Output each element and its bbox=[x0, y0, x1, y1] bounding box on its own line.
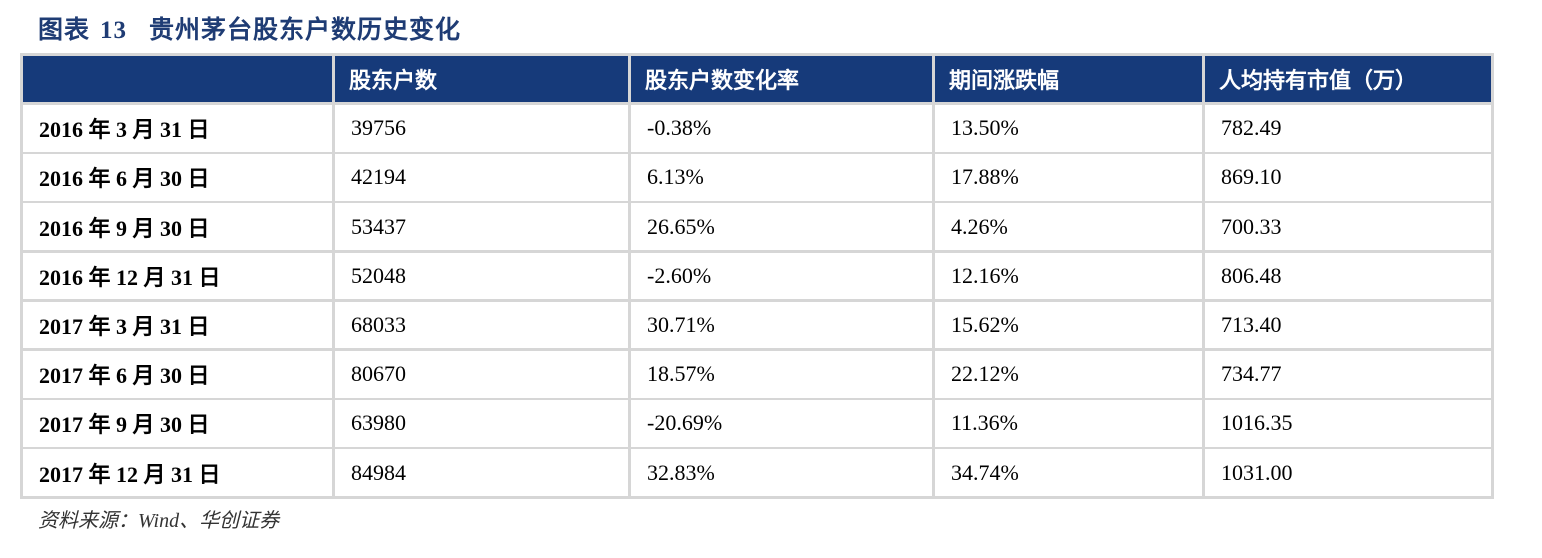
cell-period-return: 4.26% bbox=[935, 203, 1202, 250]
figure-title-text: 贵州茅台股东户数历史变化 bbox=[149, 15, 462, 44]
cell-date: 2017 年 9 月 30 日 bbox=[23, 400, 332, 447]
cell-period-return: 17.88% bbox=[935, 154, 1202, 201]
cell-holders: 39756 bbox=[335, 105, 628, 152]
cell-period-return: 15.62% bbox=[935, 301, 1202, 349]
cell-period-return: 34.74% bbox=[935, 449, 1202, 496]
cell-period-return: 13.50% bbox=[935, 105, 1202, 152]
table-row: 2016 年 12 月 31 日 52048 -2.60% 12.16% 806.48 bbox=[20, 252, 1494, 300]
table-row: 2017 年 6 月 30 日 80670 18.57% 22.12% 734.77 bbox=[20, 351, 1494, 398]
cell-holders: 84984 bbox=[335, 449, 628, 496]
cell-date: 2016 年 12 月 31 日 bbox=[23, 252, 332, 300]
cell-holders-change: 32.83% bbox=[631, 449, 932, 496]
cell-date: 2016 年 3 月 31 日 bbox=[23, 105, 332, 152]
cell-holders: 68033 bbox=[335, 301, 628, 349]
figure-title: 图表 13 贵州茅台股东户数历史变化 bbox=[38, 10, 461, 50]
header-cell-holders-change: 股东户数变化率 bbox=[631, 56, 932, 102]
cell-holders-change: -0.38% bbox=[631, 105, 932, 152]
cell-period-return: 12.16% bbox=[935, 252, 1202, 300]
cell-date: 2017 年 6 月 30 日 bbox=[23, 351, 332, 398]
cell-holders-change: -2.60% bbox=[631, 252, 932, 300]
table-row: 2016 年 9 月 30 日 53437 26.65% 4.26% 700.33 bbox=[20, 203, 1494, 250]
table-row: 2016 年 6 月 30 日 42194 6.13% 17.88% 869.10 bbox=[20, 154, 1494, 201]
cell-holders-change: 30.71% bbox=[631, 301, 932, 349]
header-cell-avg-market-value: 人均持有市值（万） bbox=[1205, 56, 1491, 102]
table-row: 2017 年 3 月 31 日 68033 30.71% 15.62% 713.40 bbox=[20, 301, 1494, 349]
cell-avg-market-value: 700.33 bbox=[1205, 203, 1491, 250]
cell-holders-change: 18.57% bbox=[631, 351, 932, 398]
cell-avg-market-value: 713.40 bbox=[1205, 301, 1491, 349]
cell-holders: 52048 bbox=[335, 252, 628, 300]
table-row: 2016 年 3 月 31 日 39756 -0.38% 13.50% 782.49 bbox=[20, 105, 1494, 152]
cell-avg-market-value: 1016.35 bbox=[1205, 400, 1491, 447]
cell-period-return: 11.36% bbox=[935, 400, 1202, 447]
source-note: 资料来源：Wind、华创证券 bbox=[38, 510, 280, 532]
shareholder-table: 股东户数 股东户数变化率 期间涨跌幅 人均持有市值（万） 2016 年 3 月 … bbox=[20, 53, 1494, 499]
cell-avg-market-value: 1031.00 bbox=[1205, 449, 1491, 496]
cell-date: 2016 年 9 月 30 日 bbox=[23, 203, 332, 250]
cell-avg-market-value: 869.10 bbox=[1205, 154, 1491, 201]
cell-holders: 42194 bbox=[335, 154, 628, 201]
table-row: 2017 年 12 月 31 日 84984 32.83% 34.74% 1031.00 bbox=[20, 449, 1494, 496]
cell-holders-change: -20.69% bbox=[631, 400, 932, 447]
header-cell-period-return: 期间涨跌幅 bbox=[935, 56, 1202, 102]
header-cell-date bbox=[23, 56, 332, 102]
cell-holders-change: 6.13% bbox=[631, 154, 932, 201]
cell-avg-market-value: 782.49 bbox=[1205, 105, 1491, 152]
cell-avg-market-value: 806.48 bbox=[1205, 252, 1491, 300]
cell-date: 2017 年 12 月 31 日 bbox=[23, 449, 332, 496]
cell-date: 2016 年 6 月 30 日 bbox=[23, 154, 332, 201]
table-header-row: 股东户数 股东户数变化率 期间涨跌幅 人均持有市值（万） bbox=[20, 56, 1494, 102]
figure-number: 13 bbox=[100, 17, 128, 44]
cell-holders-change: 26.65% bbox=[631, 203, 932, 250]
cell-holders: 63980 bbox=[335, 400, 628, 447]
figure-label: 图表 bbox=[38, 15, 91, 44]
header-cell-holders: 股东户数 bbox=[335, 56, 628, 102]
table-row: 2017 年 9 月 30 日 63980 -20.69% 11.36% 1016.35 bbox=[20, 400, 1494, 447]
cell-avg-market-value: 734.77 bbox=[1205, 351, 1491, 398]
cell-holders: 53437 bbox=[335, 203, 628, 250]
cell-period-return: 22.12% bbox=[935, 351, 1202, 398]
cell-holders: 80670 bbox=[335, 351, 628, 398]
cell-date: 2017 年 3 月 31 日 bbox=[23, 301, 332, 349]
